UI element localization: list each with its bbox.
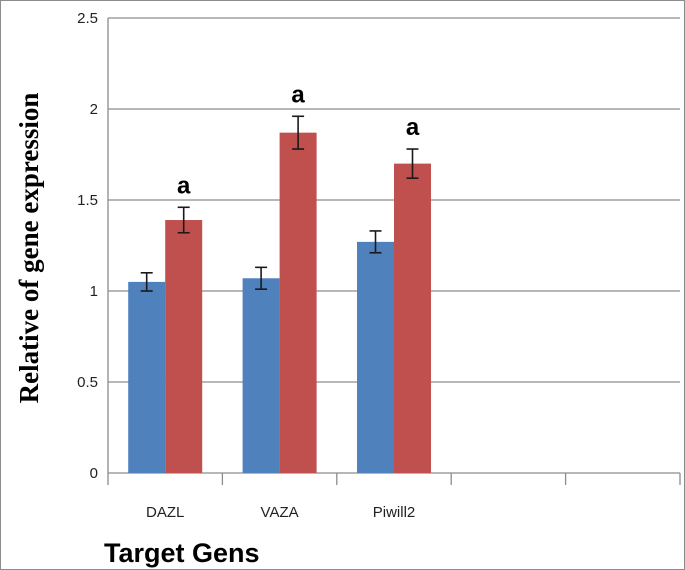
bar: [165, 220, 203, 473]
y-tick-label: 2: [90, 101, 98, 118]
bar: [128, 281, 166, 473]
y-tick-label: 1.5: [77, 192, 98, 209]
y-tick-label: 2.5: [77, 10, 98, 27]
category-label: Piwill2: [373, 504, 416, 521]
y-axis-label: Relative of gene expression: [14, 93, 44, 404]
significance-label: a: [177, 172, 191, 199]
x-axis-label: Target Gens: [104, 538, 260, 568]
bar: [394, 163, 431, 473]
bar: [357, 241, 394, 473]
category-label: VAZA: [261, 504, 299, 521]
chart-labels: Relative of gene expression Target Gens …: [14, 10, 420, 568]
bars: [128, 115, 431, 473]
y-tick-label: 1: [90, 283, 98, 300]
bar: [242, 278, 280, 473]
y-tick-label: 0.5: [77, 374, 98, 391]
significance-label: a: [406, 114, 420, 141]
y-tick-label: 0: [90, 465, 98, 482]
bar: [279, 132, 317, 473]
category-label: DAZL: [146, 504, 184, 521]
significance-label: a: [291, 81, 305, 108]
